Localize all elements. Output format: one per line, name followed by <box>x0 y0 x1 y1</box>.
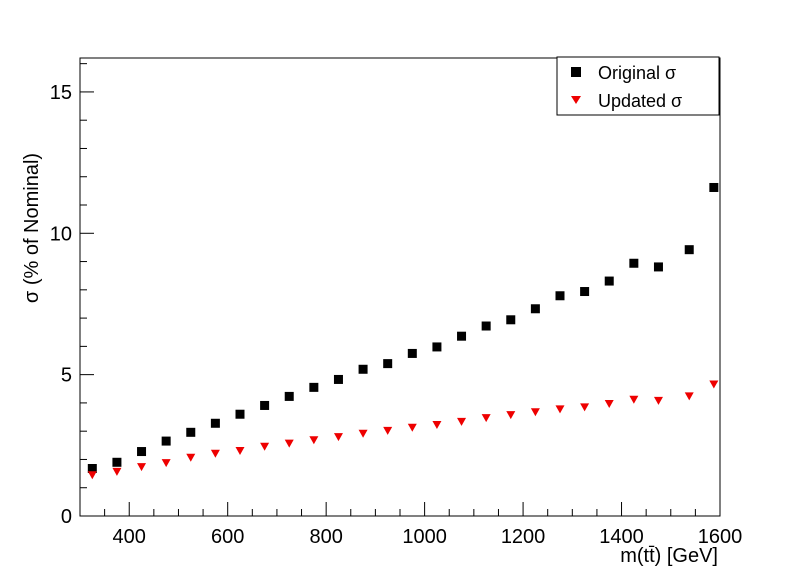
updated-sigma-point <box>653 396 663 405</box>
updated-sigma-point <box>210 449 220 458</box>
original-sigma-point <box>260 400 270 410</box>
legend-marker-updated <box>571 96 581 104</box>
updated-sigma-point <box>309 436 319 445</box>
original-sigma-point <box>112 457 122 467</box>
updated-sigma-point <box>87 471 97 480</box>
y-tick-label: 5 <box>61 365 72 387</box>
original-sigma-point <box>87 464 97 474</box>
original-sigma-point <box>457 331 467 341</box>
y-axis-title: σ (% of Nominal) <box>21 153 43 303</box>
legend-label-updated: Updated σ <box>598 91 682 111</box>
updated-sigma-point <box>629 395 639 404</box>
updated-sigma-point <box>604 400 614 409</box>
original-sigma-point <box>186 427 196 437</box>
original-sigma-point <box>629 258 639 268</box>
updated-sigma-point <box>186 453 196 462</box>
updated-sigma-point <box>481 414 491 423</box>
updated-sigma-point <box>407 423 417 432</box>
updated-sigma-point <box>235 446 245 455</box>
updated-sigma-point <box>137 463 147 472</box>
y-axis: 0 5 10 15 <box>50 63 94 528</box>
x-axis-title: m(tt̄) [GeV] <box>620 545 718 567</box>
original-sigma-point <box>530 304 540 314</box>
updated-sigma-point <box>530 408 540 417</box>
updated-sigma-point <box>358 429 368 438</box>
x-tick-label: 800 <box>309 526 342 548</box>
original-sigma-point <box>555 291 565 301</box>
updated-sigma-point <box>112 467 122 476</box>
updated-sigma-point <box>432 420 442 429</box>
original-sigma-point <box>358 364 368 374</box>
legend-label-original: Original σ <box>598 63 676 83</box>
original-sigma-point <box>309 382 319 392</box>
x-tick-label: 1400 <box>599 526 644 548</box>
original-sigma-point <box>161 436 171 446</box>
data-marks <box>87 182 719 480</box>
original-sigma-point <box>709 182 719 192</box>
original-sigma-point <box>284 391 294 401</box>
original-sigma-point <box>604 276 614 286</box>
updated-sigma-point <box>709 380 719 389</box>
original-sigma-point <box>481 321 491 331</box>
x-axis: 400 600 800 1000 1200 1400 1600 <box>79 502 743 548</box>
original-sigma-point <box>383 359 393 369</box>
original-sigma-point <box>407 348 417 358</box>
frame <box>79 57 721 517</box>
updated-sigma-point <box>580 403 590 412</box>
updated-sigma-point <box>506 411 516 420</box>
updated-sigma-point <box>260 442 270 451</box>
original-sigma-point <box>506 315 516 325</box>
y-tick-label: 0 <box>61 506 72 528</box>
legend: Original σ Updated σ <box>556 56 720 116</box>
x-tick-label: 1000 <box>402 526 447 548</box>
x-tick-label: 1200 <box>501 526 546 548</box>
x-tick-label: 600 <box>211 526 244 548</box>
original-sigma-point <box>333 374 343 384</box>
y-tick-label: 10 <box>50 223 72 245</box>
y-tick-label: 15 <box>50 82 72 104</box>
updated-sigma-point <box>284 439 294 448</box>
legend-marker-original <box>571 67 581 77</box>
original-sigma-point <box>235 409 245 419</box>
x-tick-label: 1600 <box>698 526 743 548</box>
original-sigma-point <box>432 342 442 352</box>
original-sigma-point <box>210 418 220 428</box>
updated-sigma-point <box>684 392 694 401</box>
updated-sigma-point <box>161 459 171 468</box>
original-sigma-point <box>580 287 590 297</box>
x-tick-label: 400 <box>113 526 146 548</box>
original-sigma-point <box>137 447 147 457</box>
updated-sigma-point <box>333 433 343 442</box>
original-sigma-point <box>684 245 694 255</box>
legend-box <box>556 56 720 116</box>
updated-sigma-point <box>383 426 393 435</box>
original-sigma-point <box>653 262 663 272</box>
updated-sigma-point <box>457 417 467 426</box>
updated-sigma-point <box>555 405 565 414</box>
